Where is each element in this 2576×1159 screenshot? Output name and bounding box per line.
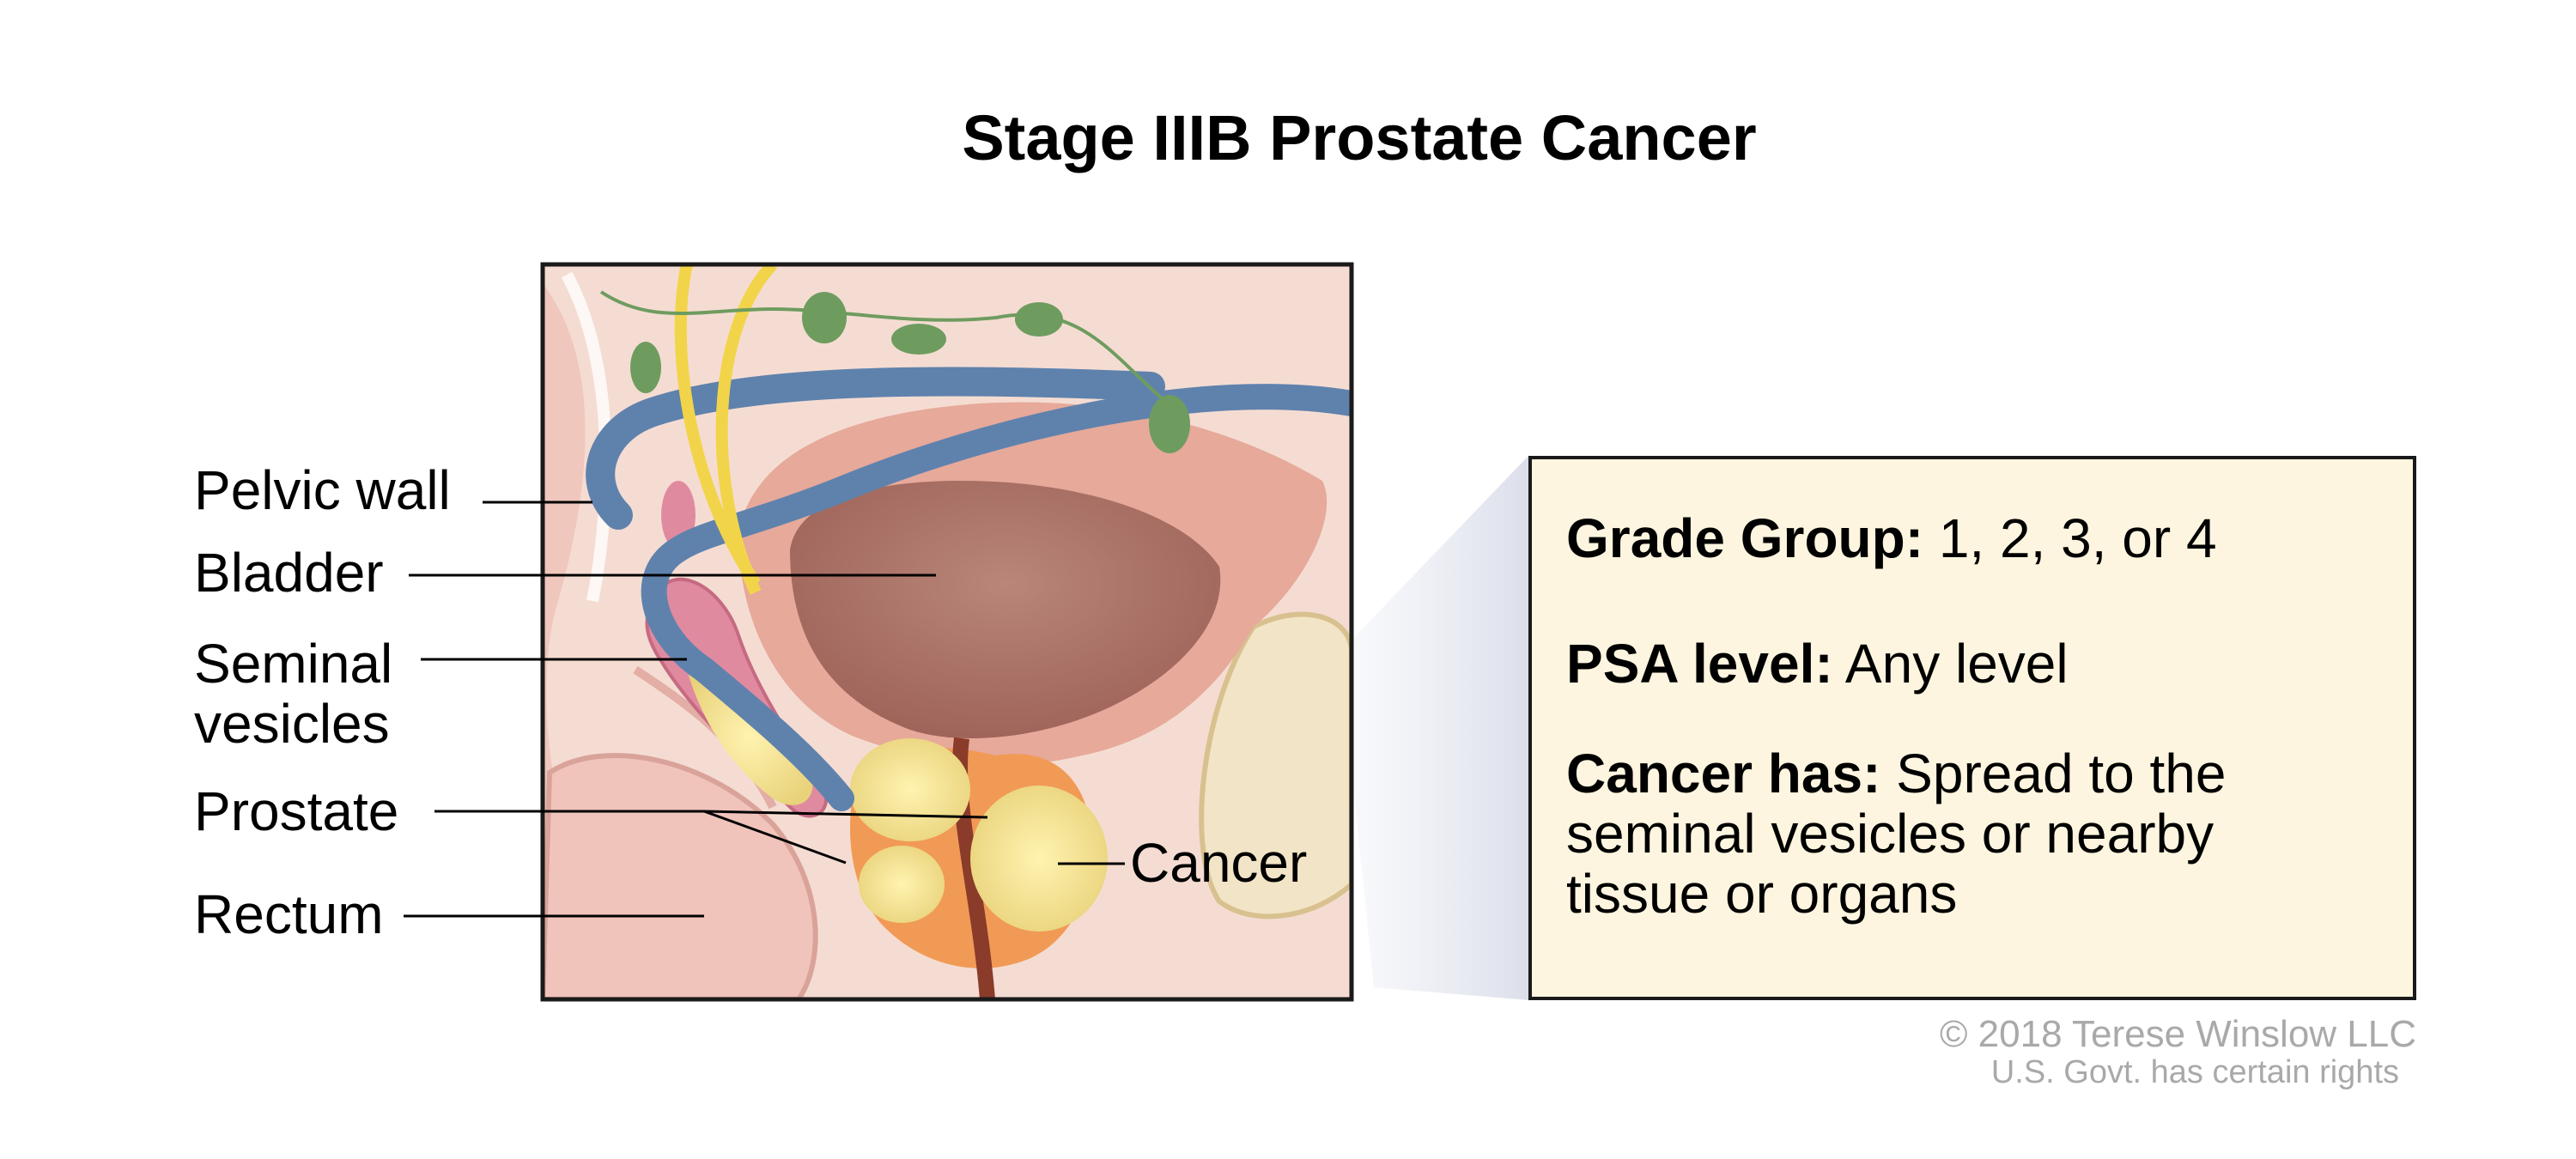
cancer-has-value-1: Spread to the xyxy=(1880,743,2227,804)
lymph-node-shape xyxy=(630,342,661,393)
cancer-has-line-1: Cancer has: Spread to the xyxy=(1566,743,2226,804)
lymph-node-shape xyxy=(891,324,946,355)
grade-group-value: 1, 2, 3, or 4 xyxy=(1923,507,2217,569)
label-cancer: Cancer xyxy=(1130,832,1308,894)
label-pelvic-wall: Pelvic wall xyxy=(194,459,451,521)
pubic-bone-shape xyxy=(1199,611,1352,919)
title-text: Stage IIIB Prostate Cancer xyxy=(962,102,1757,173)
bladder-inner-shape xyxy=(790,481,1221,738)
label-bladder: Bladder xyxy=(194,542,384,604)
lymph-node-shape xyxy=(1015,302,1063,337)
tumor-shape xyxy=(859,846,945,923)
tumor-shape xyxy=(687,668,813,805)
label-prostate: Prostate xyxy=(194,780,399,842)
tumor-shape xyxy=(850,738,970,841)
cancer-has-label: Cancer has: xyxy=(1566,743,1881,804)
copyright-text: © 2018 Terese Winslow LLC xyxy=(1940,1013,2416,1055)
psa-level-line: PSA level: Any level xyxy=(1566,633,2069,695)
rectum-shape xyxy=(543,753,818,999)
illustration-frame xyxy=(540,262,1354,1002)
cancer-has-line-2: seminal vesicles or nearby xyxy=(1566,803,2215,865)
vessel-shape xyxy=(586,367,1165,530)
label-seminal-vesicles-1: Seminal xyxy=(194,633,393,695)
page-title: Stage IIIB Prostate Cancer xyxy=(0,101,2576,174)
grade-group-label: Grade Group: xyxy=(1566,507,1924,569)
tumor-shape xyxy=(970,786,1108,931)
stage-info-box: Grade Group: 1, 2, 3, or 4 PSA level: An… xyxy=(1528,456,2416,1000)
rights-text: U.S. Govt. has certain rights xyxy=(1990,1054,2399,1090)
grade-group-line: Grade Group: 1, 2, 3, or 4 xyxy=(1566,507,2217,569)
zoom-wedge xyxy=(1340,456,1528,1000)
cancer-has-line-3: tissue or organs xyxy=(1566,863,1958,925)
label-seminal-vesicles-2: vesicles xyxy=(194,693,390,755)
vas-deferens-shape xyxy=(641,384,1352,811)
lymph-node-shape xyxy=(1149,395,1190,453)
psa-level-value: Any level xyxy=(1832,633,2069,695)
psa-level-label: PSA level: xyxy=(1566,633,1833,695)
label-rectum: Rectum xyxy=(194,883,384,945)
lymph-node-shape xyxy=(802,292,847,343)
ureter-shape xyxy=(715,264,778,595)
prostate-leader-2 xyxy=(703,810,988,819)
